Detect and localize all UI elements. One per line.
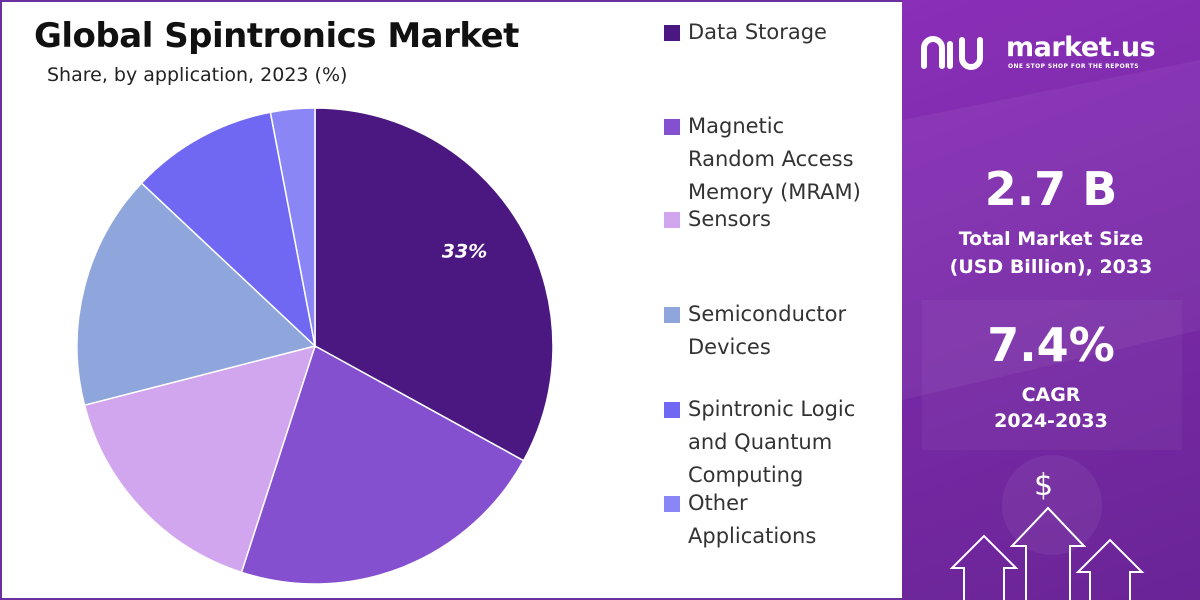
legend-swatch [664,402,680,418]
legend-swatch [664,307,680,323]
market-size-label-line2: (USD Billion), 2033 [949,256,1153,278]
pie-slice-other-applications[interactable] [269,107,316,347]
market-size-value: 2.7 B [984,162,1118,216]
legend-label: Semiconductor Devices [688,302,847,359]
pie-slice-semiconductor-devices[interactable] [76,182,317,407]
legend-item-semiconductor-devices[interactable]: Semiconductor Devices [664,298,893,364]
legend-swatch [664,496,680,512]
cagr-label-line2: 2024-2033 [994,410,1108,432]
stats-panel: market.us ONE STOP SHOP FOR THE REPORTS … [902,0,1200,600]
growth-arrows-icon [949,506,1145,600]
legend-item-other-applications[interactable]: Other Applications [664,487,893,553]
legend-label: Sensors [688,207,771,231]
pie-data-label: 33% [442,241,487,263]
cagr-value: 7.4% [987,318,1115,372]
chart-title: Global Spintronics Market [34,16,519,56]
legend-item-spintronic-logic[interactable]: Spintronic Logic and Quantum Computing [664,393,893,492]
chart-subtitle: Share, by application, 2023 (%) [47,64,348,86]
pie-slice-sensors[interactable] [83,344,317,574]
brand[interactable]: market.us ONE STOP SHOP FOR THE REPORTS [920,30,1182,76]
market-size-label-line1: Total Market Size [958,228,1144,250]
cagr-label-line1: CAGR [1021,384,1081,406]
legend-label: Spintronic Logic and Quantum Computing [688,397,856,487]
legend-swatch [664,119,680,135]
legend-swatch [664,25,680,41]
legend-label: Data Storage [688,20,827,44]
pie-chart: 33% [76,107,554,585]
pie-slices [76,107,554,585]
legend-item-mram[interactable]: Magnetic Random Access Memory (MRAM) [664,110,893,209]
brand-tagline: ONE STOP SHOP FOR THE REPORTS [1008,63,1140,70]
brand-name: market.us [1006,32,1156,63]
legend-item-sensors[interactable]: Sensors [664,203,893,236]
dollar-sign-icon: $ [1034,468,1054,503]
legend-label: Other Applications [688,491,817,548]
pie-slice-spintronic-logic-and-quantum-computing[interactable] [140,111,317,349]
pie-data-labels: 33% [442,241,487,263]
background-decoration [902,60,1200,555]
legend-item-data-storage[interactable]: Data Storage [664,16,893,49]
market-us-logo-icon [921,36,983,70]
legend-label: Magnetic Random Access Memory (MRAM) [688,114,861,204]
pie-slice-magnetic-random-access-memory-mram[interactable] [240,344,525,585]
legend-swatch [664,212,680,228]
chart-legend: Data Storage Magnetic Random Access Memo… [664,0,900,600]
pie-slice-data-storage[interactable] [314,107,554,462]
